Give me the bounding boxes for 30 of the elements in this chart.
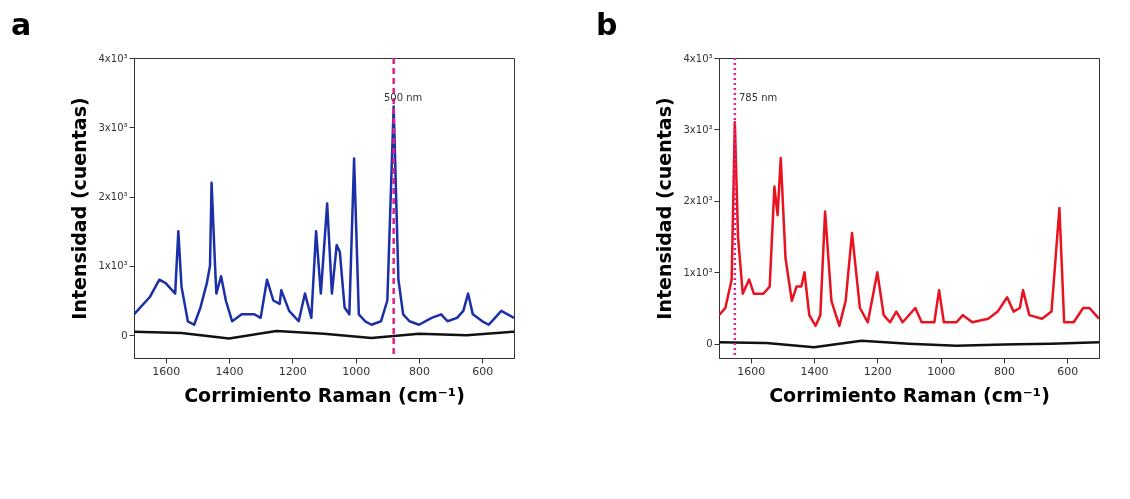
y-axis-title: Intensidad (cuentas) xyxy=(653,97,676,320)
y-tick-label: 4x10³ xyxy=(98,52,128,64)
y-tick-label: 1x10³ xyxy=(98,260,128,272)
chart-title: b xyxy=(595,7,618,42)
x-tick-label: 600 xyxy=(1057,364,1079,378)
x-tick-label: 1600 xyxy=(152,364,181,378)
y-tick-label: 3x10³ xyxy=(683,123,713,135)
x-axis-title: Corrimiento Raman (cm⁻¹) xyxy=(184,383,465,406)
x-tick-label: 1000 xyxy=(342,364,371,378)
y-tick-label: 0 xyxy=(121,329,128,341)
x-tick-label: 1400 xyxy=(215,364,244,378)
x-tick-label: 1600 xyxy=(737,364,766,378)
y-tick-label: 4x10³ xyxy=(683,52,713,64)
x-tick-label: 1200 xyxy=(278,364,307,378)
x-axis-title: Corrimiento Raman (cm⁻¹) xyxy=(769,383,1050,406)
x-tick-label: 800 xyxy=(994,364,1015,378)
y-tick-label: 2x10³ xyxy=(683,195,713,207)
y-tick-label: 0 xyxy=(706,338,713,350)
annotation: 785 nm xyxy=(739,92,778,103)
y-tick-label: 2x10³ xyxy=(98,191,128,203)
y-tick-label: 1x10³ xyxy=(683,266,713,278)
y-axis-title: Intensidad (cuentas) xyxy=(68,97,91,320)
x-tick-label: 800 xyxy=(409,364,430,378)
x-tick-label: 1200 xyxy=(863,364,892,378)
y-tick-label: 3x10³ xyxy=(98,121,128,133)
annotation: 500 nm xyxy=(384,92,423,103)
x-tick-label: 1000 xyxy=(927,364,956,378)
x-tick-label: 600 xyxy=(472,364,494,378)
x-tick-label: 1400 xyxy=(800,364,829,378)
chart-title: a xyxy=(10,7,32,42)
